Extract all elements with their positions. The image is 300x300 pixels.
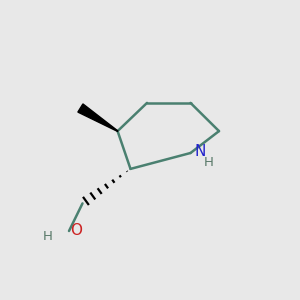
Polygon shape	[78, 104, 118, 131]
Text: H: H	[43, 230, 52, 244]
Text: O: O	[70, 223, 82, 238]
Text: H: H	[203, 156, 213, 169]
Text: N: N	[195, 144, 206, 159]
